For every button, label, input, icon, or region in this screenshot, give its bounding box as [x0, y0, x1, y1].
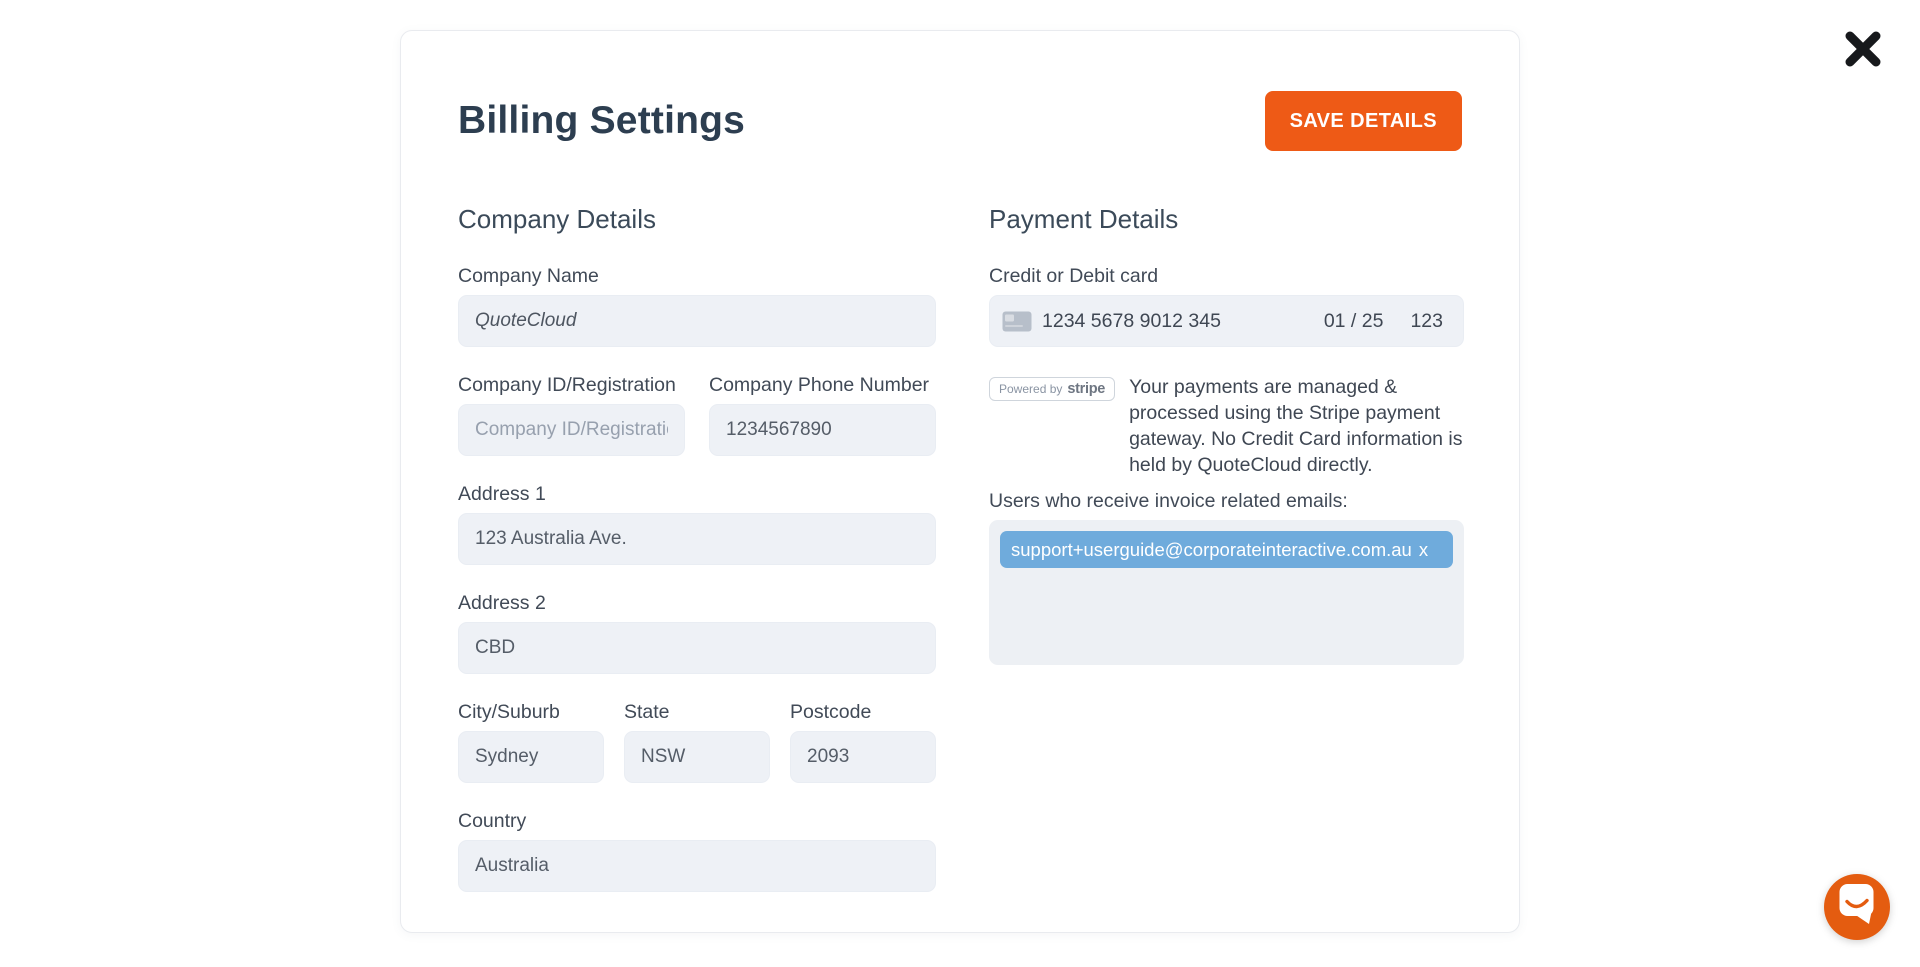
stripe-badge: Powered by stripe — [989, 377, 1116, 401]
company-name-input[interactable] — [458, 295, 936, 347]
chat-widget-button[interactable] — [1822, 872, 1892, 942]
address1-label: Address 1 — [458, 483, 546, 505]
address1-group: Address 1 — [458, 483, 936, 565]
card-cvc-field[interactable]: 123 — [1410, 309, 1443, 332]
address2-label: Address 2 — [458, 592, 546, 614]
company-phone-label: Company Phone Number — [709, 374, 930, 396]
close-button[interactable] — [1840, 26, 1886, 72]
invoice-emails-label: Users who receive invoice related emails… — [989, 490, 1348, 512]
city-input[interactable] — [458, 731, 604, 783]
registration-phone-row: Company ID/Registration Company Phone Nu… — [458, 374, 936, 456]
close-icon — [1844, 30, 1882, 68]
stripe-logo: stripe — [1067, 381, 1106, 397]
modal-header: Billing Settings SAVE DETAILS — [458, 91, 1462, 151]
payment-details-section: Payment Details Credit or Debit card 123… — [989, 204, 1464, 919]
save-details-button[interactable]: SAVE DETAILS — [1264, 91, 1462, 151]
company-phone-group: Company Phone Number — [709, 374, 936, 456]
address2-input[interactable] — [458, 622, 936, 674]
billing-settings-modal: Billing Settings SAVE DETAILS Company De… — [400, 30, 1520, 933]
stripe-badge-prefix: Powered by — [999, 382, 1063, 396]
stripe-note-text: Your payments are managed & processed us… — [1129, 376, 1463, 476]
company-registration-group: Company ID/Registration — [458, 374, 685, 456]
invoice-emails-box[interactable]: support+userguide@corporateinteractive.c… — [989, 520, 1464, 665]
card-number-field[interactable]: 1234 5678 9012 345 — [1042, 309, 1221, 332]
company-registration-label: Company ID/Registration — [458, 374, 676, 396]
company-name-group: Company Name — [458, 265, 936, 347]
card-input[interactable]: 1234 5678 9012 345 01 / 25 123 — [989, 295, 1464, 347]
stripe-info-row: Powered by stripe Your payments are mana… — [989, 374, 1464, 478]
state-input[interactable] — [624, 731, 770, 783]
settings-columns: Company Details Company Name Company ID/… — [458, 204, 1464, 919]
postcode-input[interactable] — [790, 731, 936, 783]
country-label: Country — [458, 810, 527, 832]
email-tag: support+userguide@corporateinteractive.c… — [1000, 531, 1453, 568]
city-label: City/Suburb — [458, 701, 560, 723]
email-tag-text: support+userguide@corporateinteractive.c… — [1011, 539, 1412, 560]
city-state-postcode-row: City/Suburb State Postcode — [458, 701, 936, 783]
address1-input[interactable] — [458, 513, 936, 565]
page-title: Billing Settings — [458, 99, 746, 142]
city-group: City/Suburb — [458, 701, 604, 783]
state-group: State — [624, 701, 770, 783]
chat-bubble-icon — [1822, 872, 1892, 942]
state-label: State — [624, 701, 670, 723]
address2-group: Address 2 — [458, 592, 936, 674]
email-tag-remove-button[interactable]: x — [1418, 539, 1429, 560]
company-phone-input[interactable] — [709, 404, 936, 456]
country-group: Country — [458, 810, 936, 892]
payment-details-heading: Payment Details — [989, 204, 1179, 234]
company-details-heading: Company Details — [458, 204, 656, 234]
card-label: Credit or Debit card — [989, 265, 1159, 287]
country-input[interactable] — [458, 840, 936, 892]
company-details-section: Company Details Company Name Company ID/… — [458, 204, 936, 919]
credit-card-icon — [1002, 311, 1032, 332]
card-group: Credit or Debit card 1234 5678 9012 345 … — [989, 265, 1464, 347]
card-expiry-field[interactable]: 01 / 25 — [1323, 309, 1384, 332]
company-registration-input[interactable] — [458, 404, 685, 456]
postcode-label: Postcode — [790, 701, 872, 723]
postcode-group: Postcode — [790, 701, 936, 783]
invoice-emails-group: Users who receive invoice related emails… — [989, 490, 1464, 665]
company-name-label: Company Name — [458, 265, 599, 287]
